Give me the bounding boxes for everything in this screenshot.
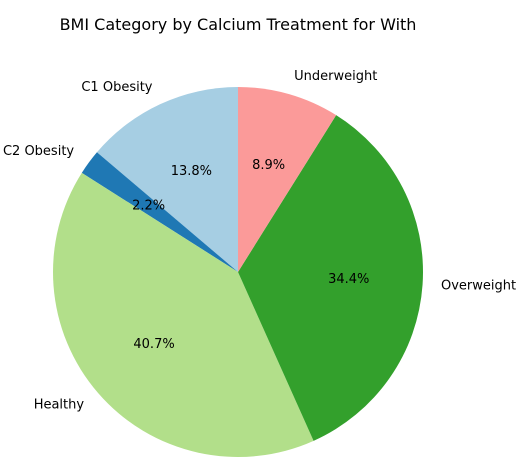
pie-slice-underweight: [238, 87, 337, 272]
pie-labels: C1 Obesity 13.8% C2 Obesity 2.2% Healthy 40.7…: [3, 69, 516, 413]
pie-slice-healthy: [53, 172, 314, 457]
pct-label-healthy: 40.7%: [133, 337, 174, 352]
slice-label-healthy: Healthy: [34, 398, 85, 413]
slice-label-underweight: Underweight: [294, 69, 377, 84]
pie-slice-c2-obesity: [81, 152, 238, 272]
slice-label-c1-obesity: C1 Obesity: [81, 80, 152, 95]
pie-slice-overweight: [238, 115, 423, 441]
pie-slices: [53, 87, 423, 457]
chart-title: BMI Category by Calcium Treatment for Wi…: [59, 15, 417, 34]
slice-label-c2-obesity: C2 Obesity: [3, 144, 74, 159]
pct-label-c2-obesity: 2.2%: [132, 199, 165, 214]
pie-slice-c1-obesity: [96, 87, 238, 272]
pct-label-underweight: 8.9%: [252, 158, 285, 173]
pct-label-c1-obesity: 13.8%: [171, 164, 212, 179]
pct-label-overweight: 34.4%: [328, 272, 369, 287]
slice-label-overweight: Overweight: [441, 279, 516, 294]
